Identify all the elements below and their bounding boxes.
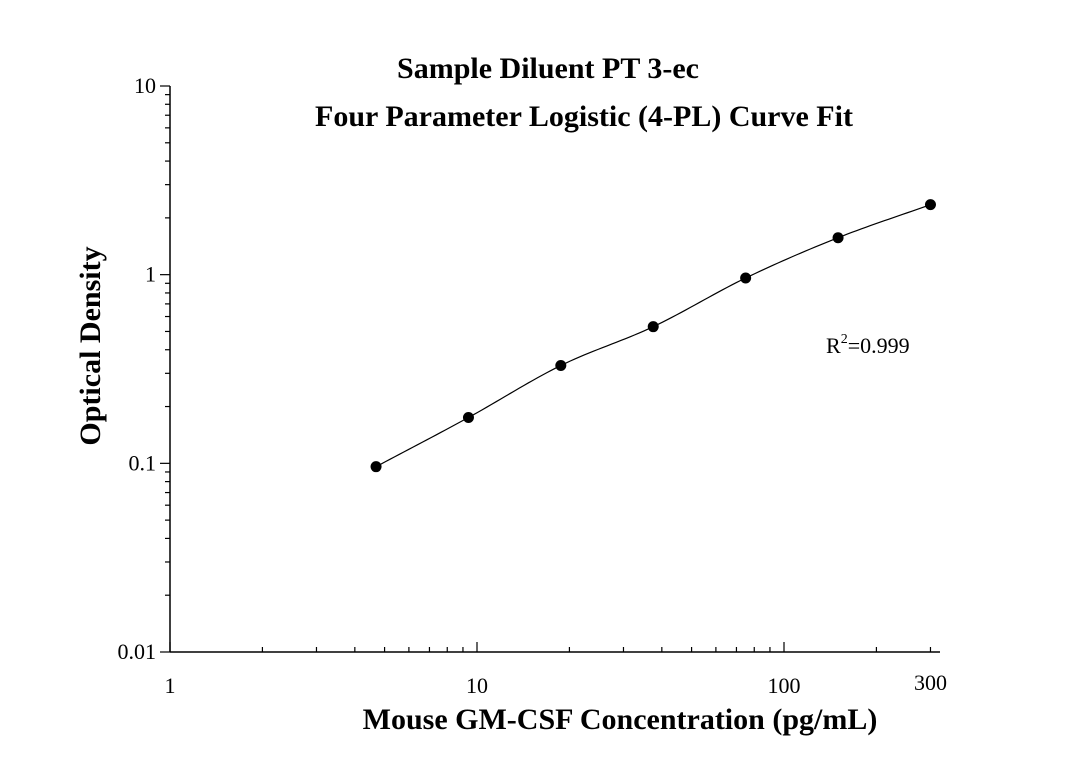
data-point <box>924 199 936 211</box>
y-axis-label: Optical Density <box>74 246 107 445</box>
tick-labels: 10 1 0.1 0.01 1 10 100 300 <box>118 73 947 698</box>
x-axis-label: Mouse GM-CSF Concentration (pg/mL) <box>363 703 878 736</box>
plot-axes <box>169 86 940 653</box>
x-tick-label: 100 <box>768 673 801 698</box>
y-tick-label: 0.01 <box>118 639 157 664</box>
data-point <box>647 321 659 333</box>
x-tick-label: 300 <box>914 670 947 695</box>
data-point <box>740 272 752 284</box>
chart-subtitle: Four Parameter Logistic (4-PL) Curve Fit <box>315 100 853 133</box>
chart-title: Sample Diluent PT 3-ec <box>397 52 699 85</box>
x-tick-label: 10 <box>466 673 488 698</box>
y-tick-label: 10 <box>134 73 156 98</box>
data-point <box>555 360 567 372</box>
y-tick-label: 0.1 <box>129 450 157 475</box>
x-tick-label: 1 <box>165 673 176 698</box>
data-point <box>462 411 474 423</box>
r-squared-annotation: R2=0.999 <box>826 332 910 358</box>
data-point <box>370 461 382 473</box>
r-squared-sup: 2 <box>841 332 848 347</box>
r-squared-value: =0.999 <box>848 333 910 358</box>
data-points <box>370 199 936 473</box>
r-squared-base: R <box>826 333 841 358</box>
axis-ticks <box>160 85 932 653</box>
y-tick-label: 1 <box>145 262 156 287</box>
data-point <box>832 232 844 244</box>
